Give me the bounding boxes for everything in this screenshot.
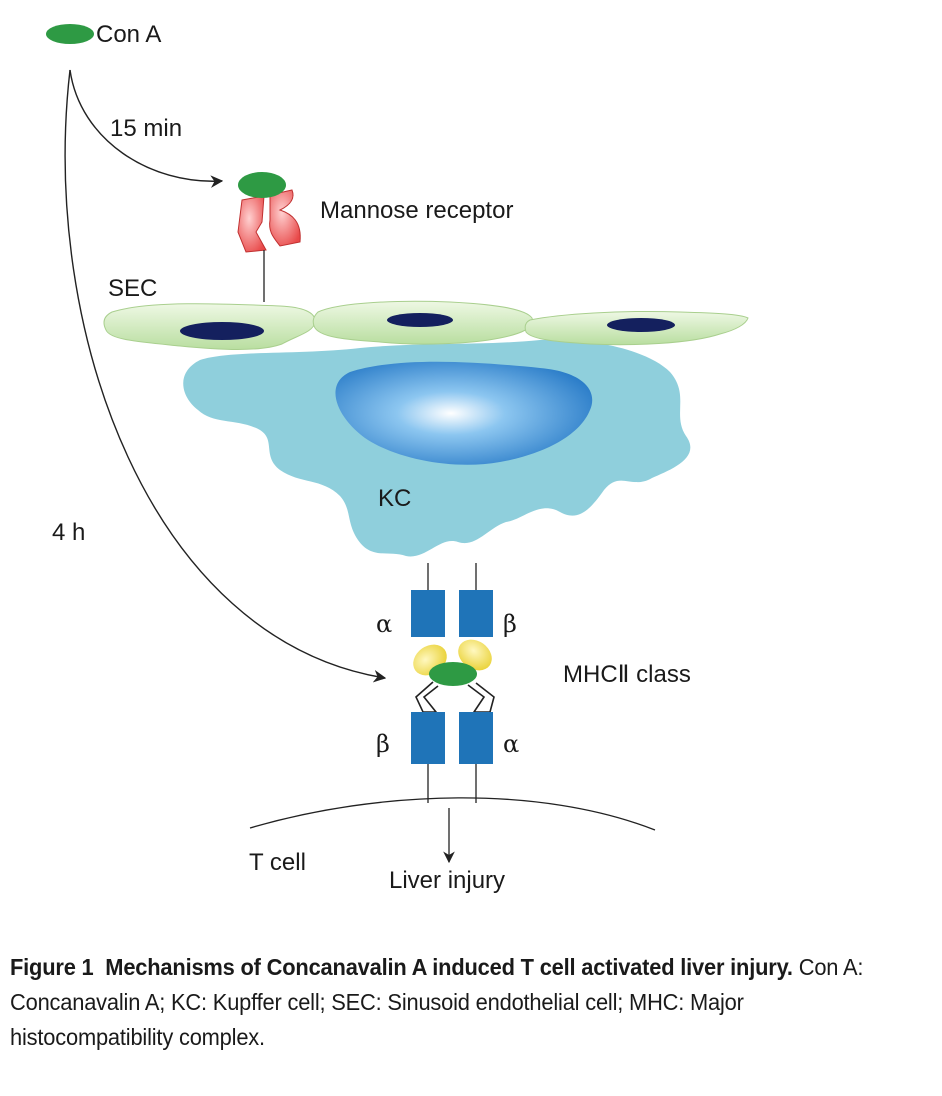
alpha-label-bottom: α [503,730,519,758]
tcr-left-link [415,681,439,713]
time-15-min-label: 15 min [110,115,182,142]
tcr-alpha-block-bottom [459,712,493,764]
con-a-legend-icon [46,24,94,44]
time-4h-label: 4 h [52,519,85,546]
arrow-15-min [69,69,224,188]
sec-cell-1 [103,303,316,350]
t-cell-membrane [249,797,656,831]
mannose-receptor-label: Mannose receptor [320,197,513,224]
beta-label-bottom: β [376,730,390,758]
con-a-label: Con A [96,21,161,48]
alpha-label-top: α [376,610,392,638]
kupffer-cell-nucleus [335,361,593,465]
kc-label: KC [378,485,411,512]
mannose-receptor-icon [237,172,301,302]
liver-injury-label: Liver injury [389,867,505,894]
mhc-class-label: MHCⅡ class [563,661,691,688]
mhc-beta-block-top [459,590,493,637]
con-a-bound-icon [429,662,477,686]
sec-cell-2 [312,300,534,345]
tcr-right-link [467,682,495,713]
figure-caption: Figure 1 Mechanisms of Concanavalin A in… [10,950,870,1055]
tcr-beta-block-bottom [411,712,445,764]
mechanism-diagram: Con A 15 min 4 h Mannose receptor SEC KC [46,21,749,894]
caption-figure-number: Figure 1 [10,954,94,980]
sec-cell-3 [524,310,749,346]
sec-label: SEC [108,275,157,302]
peptide-groove-right [458,639,492,671]
arrow-4-h [64,69,387,683]
mhc-alpha-block-top [411,590,445,637]
mhc-complex [411,563,495,803]
t-cell-label: T cell [249,849,306,876]
beta-label-top: β [503,610,517,638]
caption-abbreviations: Con A: Concanavalin A; KC: Kupffer cell;… [10,954,864,1050]
caption-title: Mechanisms of Concanavalin A induced T c… [105,954,793,980]
